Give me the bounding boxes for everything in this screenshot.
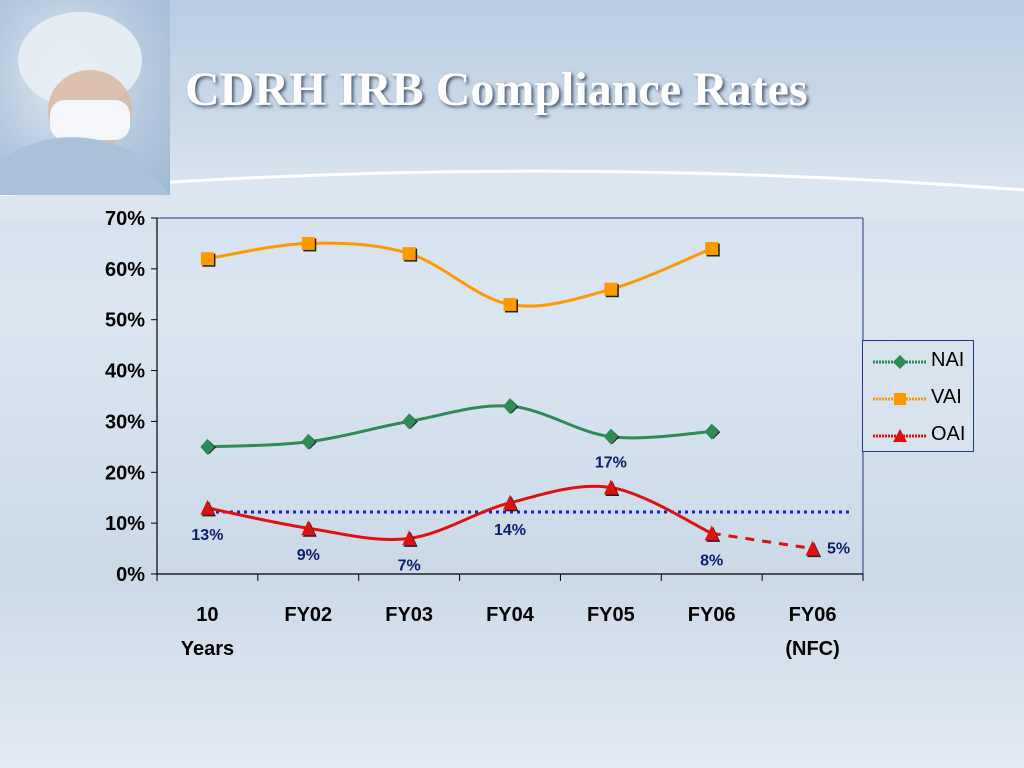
data-point-oai [603,479,618,495]
data-label-oai: 13% [191,527,223,544]
data-point-nai [301,433,316,450]
x-tick-label: FY06 (NFC) [785,604,839,660]
data-point-vai [503,297,517,311]
y-tick-label: 40% [105,361,145,383]
data-point-oai [301,520,316,536]
data-point-vai [604,282,618,296]
x-tick-label: 10 Years [181,604,234,660]
x-tick-label: FY05 [587,604,635,626]
chart-axes: 0% 10% 20% 30% 40% 50% 60% 70% 10 Years FY02 FY03 FY… [105,208,864,660]
series-line-oai [205,484,714,541]
series-vai [200,236,720,313]
data-point-oai [805,540,820,556]
data-label-oai: 14% [494,522,526,539]
x-tick-label: FY04 [486,604,535,626]
chart-legend: NAI VAI OAI [862,340,974,452]
data-label-oai: 17% [595,455,627,472]
data-point-vai [301,236,315,250]
x-tick-label: FY02 [284,604,332,626]
y-tick-label: 60% [105,259,145,281]
series-line-nai [205,404,714,449]
data-point-nai [603,428,618,445]
legend-item-nai: NAI [871,347,971,377]
y-tick-label: 70% [105,208,145,230]
data-point-vai [705,242,719,256]
y-tick-label: 20% [105,462,145,484]
y-tick-label: 50% [105,310,145,332]
legend-nai-swatch [873,355,927,369]
data-point-oai [503,494,517,510]
data-point-vai [402,247,416,261]
data-point-oai [402,530,417,546]
data-label-oai: 7% [398,557,421,574]
data-label-oai: 9% [297,547,320,564]
legend-item-vai: VAI [871,384,971,414]
legend-item-oai: OAI [871,421,971,451]
data-point-nai [200,438,215,455]
data-point-oai [704,525,719,541]
series-dashed-segment-oai [711,531,813,551]
header-band [0,0,1024,200]
x-tick-label: FY03 [385,604,433,626]
y-tick-label: 30% [105,411,145,433]
data-point-oai [200,499,215,515]
chart-labels: 13% 9% 7% 14% 17% 8% 5% [191,455,850,575]
data-label-oai: 5% [827,541,850,558]
chart-series [200,236,822,558]
surgeon-photo [0,0,170,195]
y-tick-label: 10% [105,513,145,535]
legend-label-nai: NAI [931,349,965,371]
legend-label-vai: VAI [931,386,962,408]
legend-vai-swatch [873,393,927,405]
y-tick-label: 0% [116,564,145,586]
data-point-vai [200,252,214,266]
series-line-vai [205,241,714,308]
data-point-nai [503,398,517,415]
data-point-nai [402,413,417,430]
legend-label-oai: OAI [931,423,966,445]
series-nai [200,398,721,455]
data-label-oai: 8% [700,552,723,569]
legend-oai-swatch [873,429,927,442]
data-point-nai [704,423,719,440]
slide-title: CDRH IRB Compliance Rates [185,63,808,116]
x-tick-label: FY06 [688,604,736,626]
series-oai [200,479,822,558]
